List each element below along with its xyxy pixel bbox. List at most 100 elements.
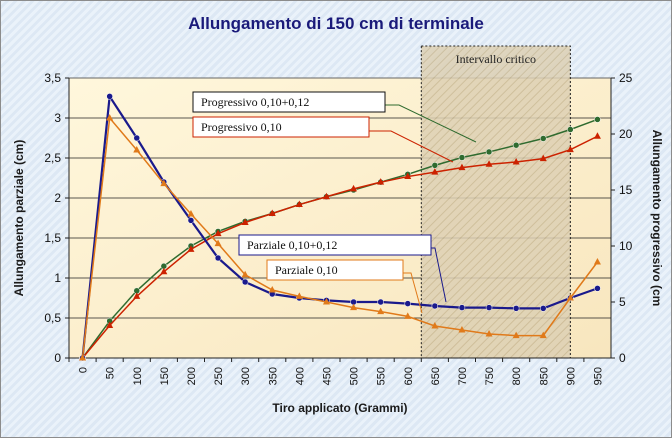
data-point xyxy=(404,312,412,319)
x-tick-label: 100 xyxy=(132,367,144,385)
callout-3: Parziale 0,10+0,12 xyxy=(238,234,447,303)
data-point xyxy=(160,179,168,187)
y-right-tick-label: 20 xyxy=(619,127,633,141)
data-point xyxy=(485,160,493,167)
data-point xyxy=(133,146,141,153)
data-point xyxy=(566,294,574,301)
data-point xyxy=(214,239,222,247)
x-tick-label: 850 xyxy=(538,367,550,385)
data-point xyxy=(133,292,141,299)
x-tick-label: 300 xyxy=(240,367,252,385)
x-tick-label: 450 xyxy=(321,367,333,385)
callout-label: Parziale 0,10+0,12 xyxy=(247,238,337,252)
y-right-tick-label: 25 xyxy=(619,71,633,85)
data-point xyxy=(404,172,412,180)
callout-4: Parziale 0,10 xyxy=(266,259,423,314)
callout-leader xyxy=(403,272,423,314)
data-point xyxy=(268,209,276,217)
data-point xyxy=(295,200,303,208)
data-point xyxy=(485,330,493,337)
y-right-tick-label: 0 xyxy=(619,351,626,365)
y-left-tick-label: 0 xyxy=(54,351,61,365)
data-point xyxy=(106,114,114,121)
callout-2: Progressivo 0,10 xyxy=(192,116,454,163)
callout-label: Progressivo 0,10 xyxy=(201,120,282,134)
data-point xyxy=(566,145,574,153)
y-right-tick-label: 10 xyxy=(619,239,633,253)
callout-leader xyxy=(369,130,454,163)
data-point xyxy=(539,154,547,162)
data-point xyxy=(350,303,358,311)
data-point xyxy=(458,163,466,171)
y-right-tick-label: 5 xyxy=(619,295,626,309)
band-area xyxy=(421,46,571,358)
critical-band: Intervallo critico xyxy=(420,45,571,359)
data-point xyxy=(594,285,601,292)
y-left-tick-label: 3,5 xyxy=(44,71,61,85)
x-tick-label: 0 xyxy=(78,367,90,373)
data-point xyxy=(594,116,601,123)
x-tick-label: 150 xyxy=(159,367,171,385)
data-point xyxy=(539,331,547,339)
callout-leader xyxy=(385,104,477,143)
data-point xyxy=(187,210,195,217)
series-line xyxy=(81,135,598,359)
x-tick-label: 650 xyxy=(430,367,442,385)
data-point xyxy=(106,321,114,329)
x-axis-title: Tiro applicato (Grammi) xyxy=(272,401,407,415)
band-label: Intervallo critico xyxy=(456,52,536,66)
data-point xyxy=(241,278,249,286)
x-tick-label: 400 xyxy=(294,367,306,385)
data-point xyxy=(295,292,303,299)
y-left-tick-label: 1,5 xyxy=(44,231,61,245)
y-left-tick-label: 1 xyxy=(54,271,61,285)
data-point xyxy=(241,270,249,278)
y-axis-right-title: Allungamento progressivo (cm xyxy=(650,130,664,307)
callout-box xyxy=(238,234,432,256)
callout-label: Parziale 0,10 xyxy=(275,263,338,277)
callout-box xyxy=(266,259,404,281)
data-point xyxy=(322,192,330,200)
data-point xyxy=(404,300,411,307)
data-point xyxy=(485,148,493,156)
data-point xyxy=(458,154,466,161)
data-point xyxy=(214,254,222,262)
data-point xyxy=(160,267,168,275)
data-point xyxy=(431,302,439,310)
y-left-tick-label: 2,5 xyxy=(44,151,61,165)
data-point xyxy=(512,305,520,312)
band-border xyxy=(420,45,571,359)
x-tick-label: 750 xyxy=(484,367,496,385)
series-layer xyxy=(79,93,601,362)
x-tick-label: 700 xyxy=(457,367,469,385)
callout-box xyxy=(192,116,370,138)
callouts: Progressivo 0,10+0,12 Progressivo 0,10 Par… xyxy=(192,91,477,314)
x-tick-label: 900 xyxy=(565,367,577,385)
series-4 xyxy=(79,114,601,361)
data-point xyxy=(593,132,601,139)
data-point xyxy=(377,178,385,185)
data-point xyxy=(377,307,385,315)
x-tick-label: 200 xyxy=(186,367,198,385)
data-point xyxy=(540,305,547,312)
series-line xyxy=(81,116,599,359)
data-point xyxy=(431,168,439,175)
callout-1: Progressivo 0,10+0,12 xyxy=(192,91,477,143)
data-point xyxy=(214,229,222,237)
data-point xyxy=(431,322,439,329)
data-point xyxy=(79,354,87,361)
data-point xyxy=(322,298,330,305)
callout-label: Progressivo 0,10+0,12 xyxy=(201,95,309,109)
x-tick-label: 500 xyxy=(349,367,361,385)
data-point xyxy=(567,126,574,133)
data-point xyxy=(187,245,195,252)
x-tick-label: 350 xyxy=(267,367,279,385)
callout-leader xyxy=(431,247,447,303)
chart-title: Allungamento di 150 cm di terminale xyxy=(188,14,484,33)
y-right-tick-label: 15 xyxy=(619,183,633,197)
data-point xyxy=(485,304,493,311)
data-point xyxy=(512,158,520,165)
